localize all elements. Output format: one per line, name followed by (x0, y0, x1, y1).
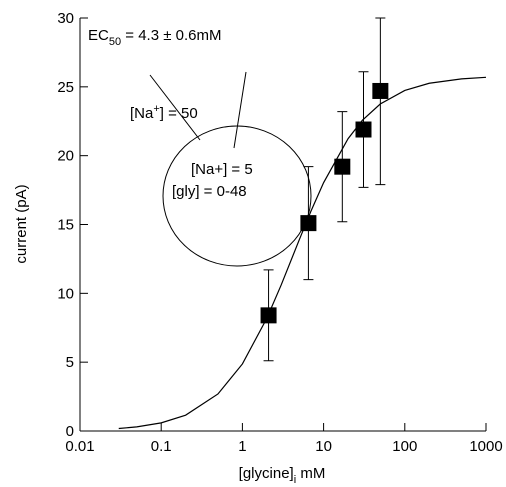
na-superscript: + (153, 103, 159, 115)
ec50-text: EC (88, 27, 109, 44)
data-point (355, 121, 372, 138)
y-tick-label: 0 (66, 423, 74, 440)
pipette-edge (233, 71, 247, 149)
na-text: ] = 50 (160, 105, 198, 122)
y-tick-label: 10 (57, 285, 74, 302)
outside-na-annotation: [Na+] = 50 (130, 103, 198, 122)
x-tick-label: 10 (315, 438, 332, 455)
x-label-subscript: i (294, 474, 296, 486)
y-tick-label: 15 (57, 217, 74, 234)
x-tick-label: 100 (392, 438, 417, 455)
data-point (260, 307, 277, 324)
data-point (334, 158, 351, 175)
y-tick-label: 5 (66, 354, 74, 371)
x-tick-label: 0.01 (65, 438, 94, 455)
y-tick-label: 30 (57, 10, 74, 27)
x-label-text: mM (296, 465, 325, 482)
na-text: [Na (130, 105, 154, 122)
y-tick-label: 25 (57, 79, 74, 96)
ec50-subscript: 50 (109, 36, 121, 48)
data-point (372, 82, 389, 99)
x-label-text: [glycine] (239, 465, 294, 482)
ec50-text: = 4.3 ± 0.6mM (121, 27, 221, 44)
ec50-annotation: EC50 = 4.3 ± 0.6mM (88, 27, 221, 48)
fit-curve (118, 76, 487, 430)
x-axis-label: [glycine]i mM (239, 465, 326, 486)
pipette-edge (149, 74, 201, 141)
y-tick-label: 20 (57, 148, 74, 165)
y-axis-label: current (pA) (13, 184, 30, 263)
x-tick-label: 0.1 (151, 438, 172, 455)
inside-gly-annotation: [gly] = 0-48 (172, 183, 247, 200)
error-bar (375, 17, 386, 186)
inside-na-annotation: [Na+] = 5 (191, 161, 253, 178)
x-tick-label: 1 (238, 438, 246, 455)
x-tick-label: 1000 (469, 438, 502, 455)
data-point (300, 215, 317, 232)
